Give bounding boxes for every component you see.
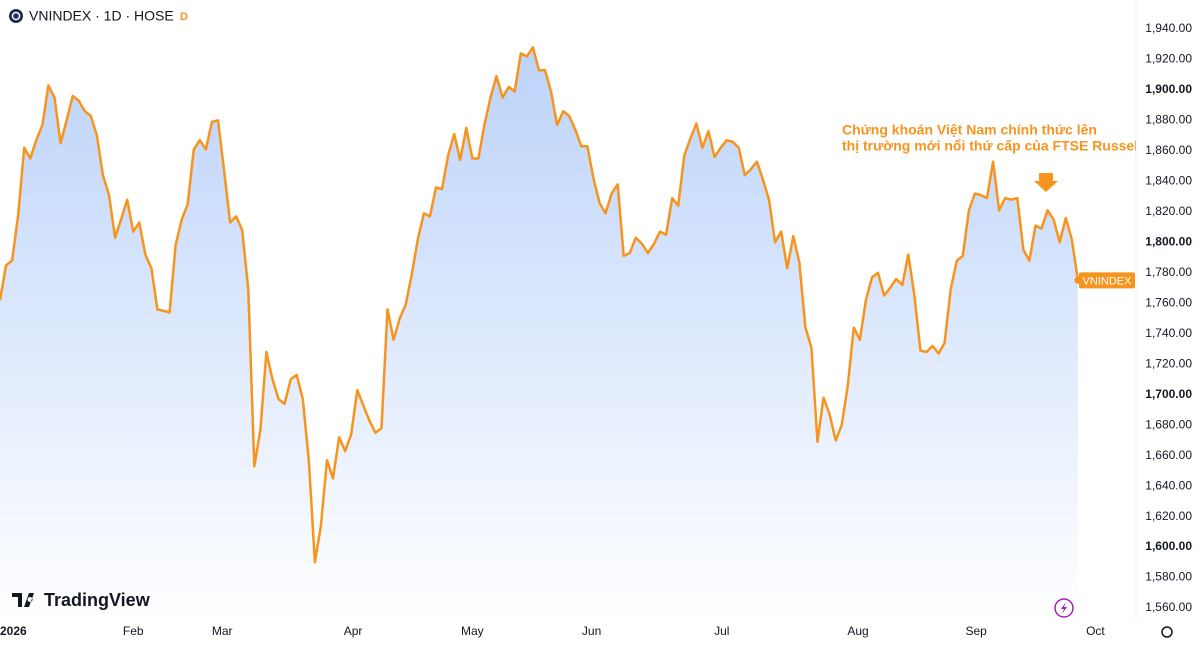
y-tick-label: 1,580.00 [1145, 570, 1192, 584]
y-tick-label: 1,860.00 [1145, 143, 1192, 157]
area-fill [0, 47, 1078, 620]
x-tick-label: Aug [847, 624, 868, 638]
x-tick-label: 2026 [0, 624, 27, 638]
y-tick-label: 1,840.00 [1145, 174, 1192, 188]
brand-logo: TradingView [12, 590, 151, 610]
flash-button[interactable] [1054, 598, 1074, 618]
x-tick-label: Oct [1086, 624, 1105, 638]
y-tick-label: 1,640.00 [1145, 478, 1192, 492]
y-tick-label: 1,800.00 [1145, 234, 1192, 248]
series-label-box [1079, 272, 1135, 289]
x-tick-label: Jun [582, 624, 601, 638]
y-tick-label: 1,600.00 [1145, 539, 1192, 553]
x-tick-label: Mar [212, 624, 233, 638]
data-badge: D [180, 11, 188, 23]
annotation-text: Chứng khoán Việt Nam chính thức lên [842, 122, 1097, 138]
x-tick-label: Jul [714, 624, 729, 638]
x-tick-label: Apr [344, 624, 363, 638]
chart-title: VNINDEX · 1D · HOSE [29, 8, 174, 24]
y-tick-label: 1,780.00 [1145, 265, 1192, 279]
settings-button[interactable] [1161, 626, 1173, 638]
price-line [0, 46, 1080, 564]
symbol-icon-inner [11, 11, 21, 21]
y-tick-label: 1,700.00 [1145, 387, 1192, 401]
y-tick-label: 1,660.00 [1145, 448, 1192, 462]
flash-icon [1061, 602, 1067, 614]
x-tick-label: Sep [965, 624, 987, 638]
annotation-arrow [1034, 173, 1058, 192]
y-tick-label: 1,620.00 [1145, 509, 1192, 523]
series-label: VNINDEX [1083, 275, 1133, 287]
y-tick-label: 1,760.00 [1145, 295, 1192, 309]
y-tick-label: 1,920.00 [1145, 52, 1192, 66]
x-tick-label: Feb [123, 624, 144, 638]
brand-icon [12, 593, 34, 607]
y-tick-label: 1,680.00 [1145, 417, 1192, 431]
x-tick-label: May [461, 624, 484, 638]
y-tick-label: 1,900.00 [1145, 82, 1192, 96]
y-tick-label: 1,940.00 [1145, 21, 1192, 35]
y-tick-label: 1,560.00 [1145, 600, 1192, 614]
y-tick-label: 1,880.00 [1145, 113, 1192, 127]
y-tick-label: 1,720.00 [1145, 356, 1192, 370]
y-tick-label: 1,820.00 [1145, 204, 1192, 218]
annotation-text: thị trường mới nổi thứ cấp của FTSE Russ… [842, 138, 1142, 154]
brand-name: TradingView [44, 590, 151, 610]
y-tick-label: 1,740.00 [1145, 326, 1192, 340]
symbol-icon [9, 9, 23, 23]
